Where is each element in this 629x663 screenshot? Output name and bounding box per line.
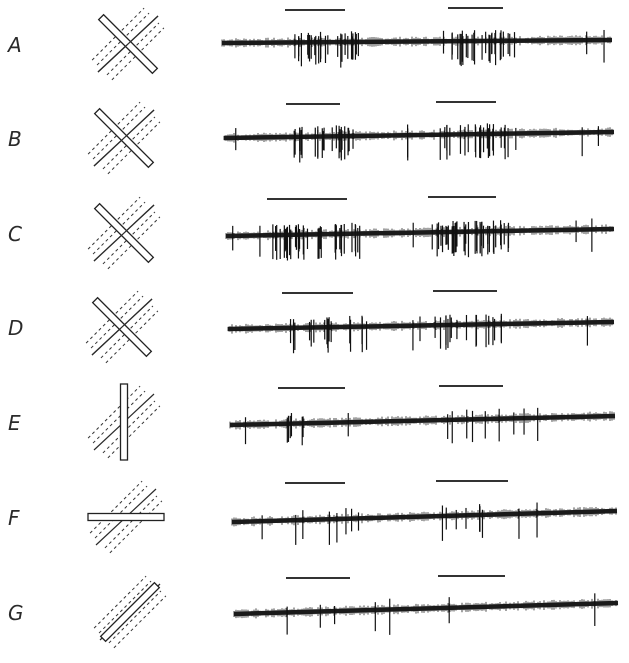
row-label: B	[8, 127, 22, 151]
stimulus-bar-rect	[87, 512, 165, 522]
field-dashed-line	[92, 390, 146, 444]
stimulus-bar-rect	[119, 383, 129, 461]
field-dashed-line	[98, 580, 152, 634]
stimulus-bar	[99, 581, 161, 643]
field-dashed-line	[87, 385, 141, 439]
trace-baseline	[223, 129, 615, 141]
spike-trace	[231, 480, 618, 545]
field-axis-line-over	[91, 298, 153, 356]
receptive-field-icon	[91, 7, 165, 81]
row-e: E	[8, 383, 616, 461]
receptive-field-icon	[93, 575, 167, 649]
receptive-field-icon	[87, 196, 161, 270]
spike-trace	[227, 290, 615, 354]
row-c: C	[8, 196, 615, 270]
field-dashed-line	[102, 400, 156, 454]
spike-trace	[229, 385, 616, 446]
row-label: G	[8, 601, 24, 625]
rows-layer: A B C D E F G	[6, 7, 619, 649]
receptive-field-icon	[85, 290, 159, 364]
field-dashed-line	[113, 595, 167, 649]
row-label: F	[8, 506, 20, 530]
row-label: D	[8, 316, 23, 340]
stimulus-bar-rect	[99, 581, 161, 643]
row-b: B	[8, 101, 615, 175]
stimulus-bar	[119, 383, 129, 461]
trace-baseline	[221, 37, 613, 46]
field-dashed-line	[94, 485, 148, 539]
field-axis-line-over	[93, 204, 155, 262]
row-label: E	[8, 411, 21, 435]
field-dashed-line	[107, 405, 161, 459]
field-axis-line-over	[93, 109, 155, 167]
row-f: F	[8, 480, 618, 554]
field-dashed-line	[89, 480, 143, 534]
field-dashed-line	[93, 575, 147, 629]
receptive-field-icon	[87, 383, 161, 461]
row-d: D	[8, 290, 615, 364]
receptive-field-icon	[87, 480, 165, 554]
spike-trace	[233, 575, 619, 635]
spike-trace	[221, 7, 613, 68]
field-axis-line-over	[97, 15, 159, 73]
stimulus-bar	[87, 512, 165, 522]
row-label: A	[6, 33, 22, 57]
field-dashed-line	[104, 495, 158, 549]
field-dashed-line	[108, 590, 162, 644]
row-g: G	[8, 575, 619, 649]
row-label: C	[8, 222, 22, 246]
row-a: A	[6, 7, 613, 81]
field-dashed-line	[109, 500, 163, 554]
receptive-field-icon	[87, 101, 161, 175]
spike-trace	[223, 101, 615, 163]
spike-trace	[225, 196, 615, 261]
